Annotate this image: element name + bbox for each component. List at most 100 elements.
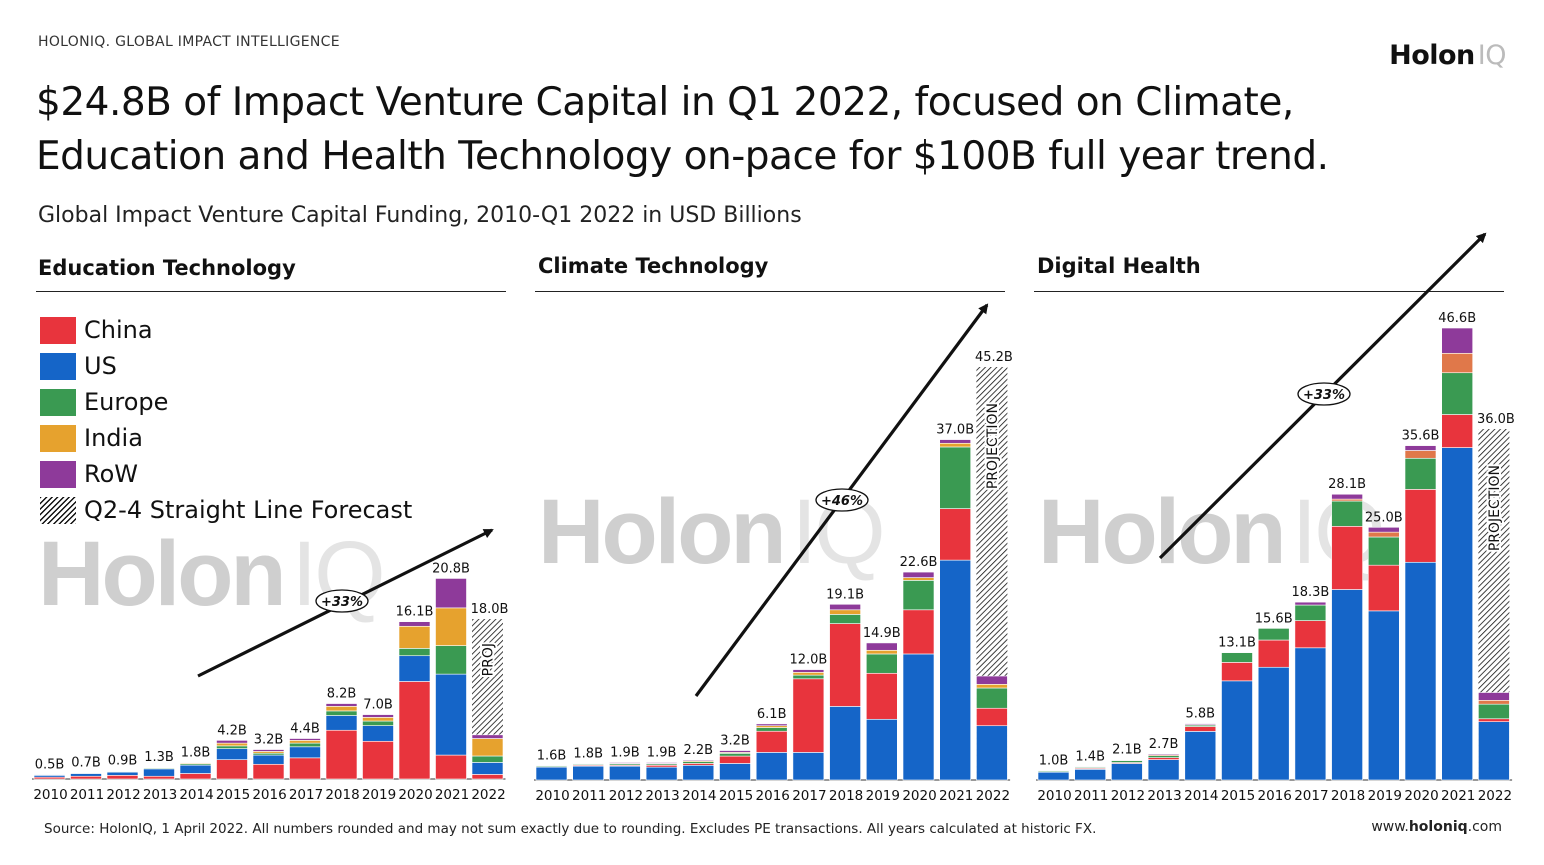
bar-segment-us <box>1221 680 1253 781</box>
bar-value-label: 8.2B <box>327 687 357 702</box>
legend-swatch-us <box>40 352 76 380</box>
bar-segment-row <box>216 740 248 744</box>
panel-title-health: Digital Health <box>1037 254 1201 278</box>
bar-segment-india <box>829 609 861 615</box>
x-tick-label: 2018 <box>1331 788 1365 804</box>
legend-label-india: India <box>84 424 143 452</box>
bar-value-label: 25.0B <box>1365 510 1403 525</box>
bar-segment-china <box>435 754 467 780</box>
bar-segment-china <box>1294 620 1327 649</box>
x-tick-label: 2012 <box>1111 788 1145 804</box>
bar-value-label: 15.6B <box>1255 611 1293 626</box>
bar-segment-china <box>398 681 431 780</box>
bar-segment-us <box>398 655 431 682</box>
website-link[interactable]: www.holoniq.com <box>1371 819 1502 835</box>
bar-value-label: 28.1B <box>1328 477 1366 492</box>
x-tick-label: 2020 <box>902 788 936 804</box>
bar-segment-europe <box>1404 457 1437 490</box>
bar-segment-us <box>572 765 605 781</box>
bar-segment-row <box>682 759 715 761</box>
legend-item-forecast: Q2-4 Straight Line Forecast <box>40 492 412 528</box>
bar-segment-row <box>755 723 788 727</box>
bar-segment-india <box>435 607 467 646</box>
bar-segment-europe <box>1368 536 1400 566</box>
bar-segment-row <box>252 749 285 752</box>
bar-segment-us <box>535 766 568 781</box>
bar-value-label: 36.0B <box>1477 412 1515 427</box>
bar-segment-row <box>939 439 972 444</box>
headline-line-1: $24.8B of Impact Venture Capital in Q1 2… <box>36 80 1294 125</box>
bar-segment-row <box>645 762 678 764</box>
bar-segment-us <box>1147 759 1180 781</box>
bar-segment-other <box>1478 699 1510 705</box>
bar-segment-us <box>1184 731 1217 781</box>
bar-segment-china <box>792 678 825 753</box>
bar-segment-europe <box>792 674 825 680</box>
x-tick-label: 2015 <box>719 788 753 804</box>
bar-segment-china <box>70 775 102 780</box>
bar-segment-us <box>1074 769 1106 781</box>
bar-segment-china <box>1331 526 1363 590</box>
panel-title-climate: Climate Technology <box>538 254 769 278</box>
bar-value-label: 18.3B <box>1291 585 1329 600</box>
bar-value-label: 1.4B <box>1075 749 1105 764</box>
legend-item-europe: Europe <box>40 384 412 420</box>
x-tick-label: 2015 <box>216 787 250 803</box>
bar-segment-india <box>471 738 504 757</box>
bar-segment-europe <box>362 720 394 726</box>
bar-segment-india <box>792 672 825 676</box>
bar-segment-us <box>829 706 861 781</box>
legend-swatch-row <box>40 460 76 488</box>
chart-subtitle: Global Impact Venture Capital Funding, 2… <box>38 203 802 228</box>
bar-segment-row <box>1184 723 1217 725</box>
bar-value-label: 0.9B <box>108 754 138 769</box>
bar-segment-us <box>755 752 788 781</box>
source-note: Source: HolonIQ, 1 April 2022. All numbe… <box>44 821 1097 837</box>
bar-segment-us <box>719 763 751 781</box>
bar-segment-us <box>216 748 248 760</box>
bar-segment-us <box>289 746 321 759</box>
trend-label: +33% <box>321 595 363 610</box>
bar-value-label: 20.8B <box>432 561 470 576</box>
bar-segment-china <box>1441 414 1473 448</box>
bar-segment-us <box>609 765 641 781</box>
trend-badge <box>815 488 869 512</box>
bar-segment-europe <box>1257 628 1290 641</box>
bar-segment-us <box>1478 721 1510 781</box>
bar-segment-europe <box>719 753 751 757</box>
x-tick-label: 2010 <box>535 788 569 804</box>
bar-segment-us <box>976 725 1008 781</box>
bar-segment-us <box>1368 610 1400 781</box>
bar-value-label: 1.3B <box>144 750 174 765</box>
x-tick-label: 2015 <box>1221 788 1255 804</box>
legend-item-india: India <box>40 420 412 456</box>
bar-segment-china <box>216 759 248 780</box>
bar-segment-europe <box>1294 604 1327 621</box>
bar-segment-china <box>362 740 394 780</box>
x-tick-label: 2014 <box>682 788 716 804</box>
bar-value-label: 1.9B <box>610 746 640 761</box>
trend-label: +33% <box>1303 388 1345 403</box>
headline: $24.8B of Impact Venture Capital in Q1 2… <box>36 76 1496 184</box>
bar-segment-europe <box>1221 652 1253 663</box>
bar-segment-row <box>398 621 431 627</box>
bar-segment-us <box>939 559 972 781</box>
bar-segment-us <box>792 752 825 781</box>
bar-value-label: 2.2B <box>684 743 714 758</box>
bar-segment-other <box>1404 450 1437 459</box>
logo-iq: IQ <box>1477 40 1507 71</box>
legend-swatch-india <box>40 424 76 452</box>
bar-value-label: 5.8B <box>1186 707 1216 722</box>
bar-value-label: 12.0B <box>789 653 827 668</box>
holoniq-logo[interactable]: Holon IQ <box>1389 40 1506 71</box>
bar-segment-china <box>865 672 898 720</box>
x-tick-label: 2010 <box>1037 788 1071 804</box>
bar-segment-us <box>325 715 358 731</box>
watermark-logo-2: HolonIQ <box>1038 481 1383 583</box>
x-tick-label: 2019 <box>362 787 396 803</box>
bar-value-label: 35.6B <box>1402 429 1440 444</box>
bar-segment-india <box>362 717 394 722</box>
bar-segment-china <box>976 707 1008 727</box>
bar-segment-china <box>1368 564 1400 612</box>
